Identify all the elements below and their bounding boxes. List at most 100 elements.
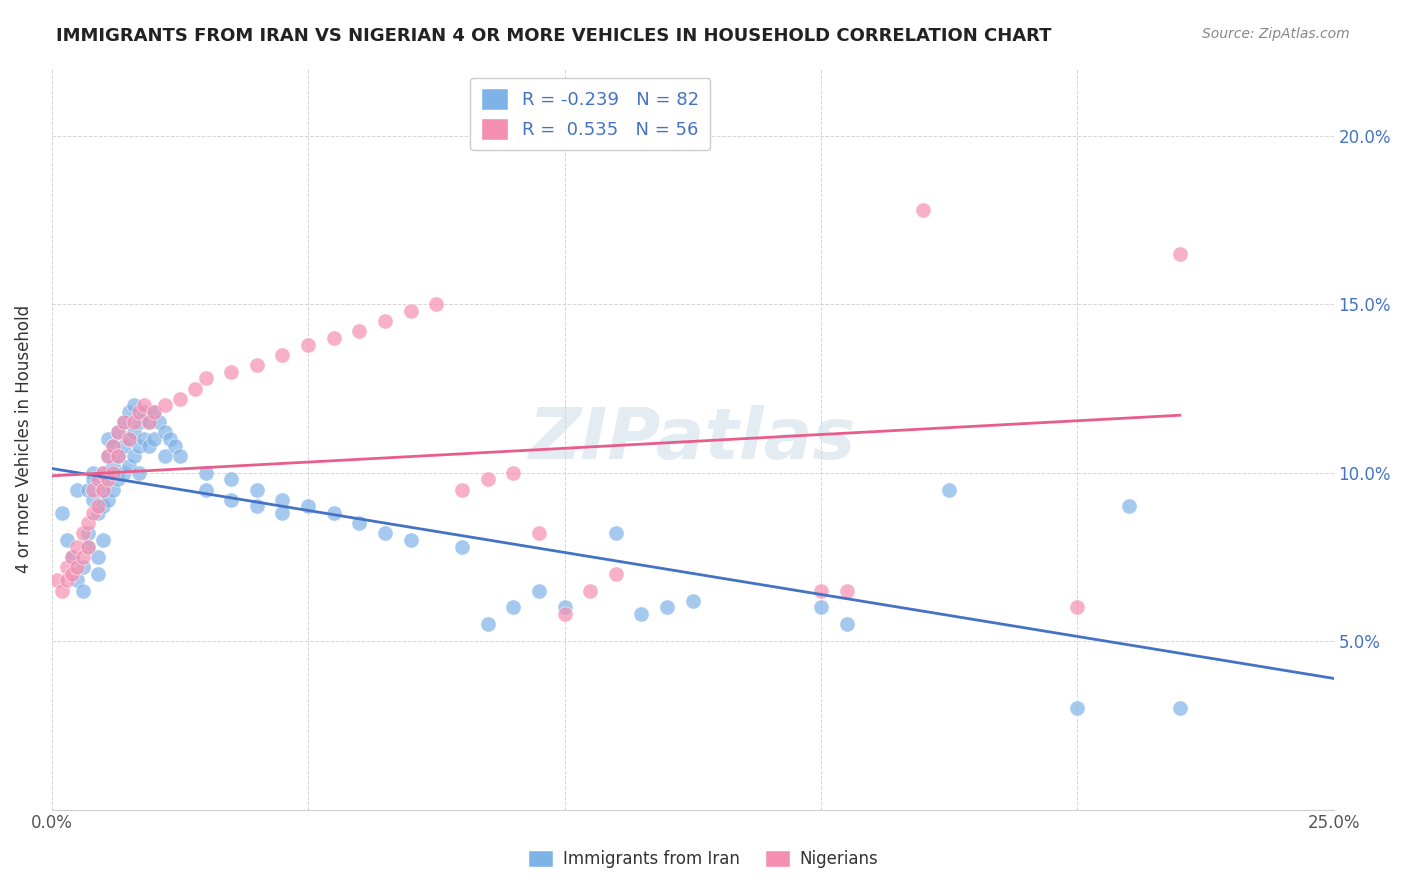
Point xyxy=(159,432,181,446)
Point xyxy=(97,449,120,463)
Legend: Immigrants from Iran, Nigerians: Immigrants from Iran, Nigerians xyxy=(522,843,884,875)
Point xyxy=(630,607,652,622)
Point xyxy=(425,297,447,311)
Point xyxy=(103,458,125,473)
Point xyxy=(97,472,120,486)
Point xyxy=(219,365,242,379)
Point xyxy=(138,439,160,453)
Point xyxy=(66,574,89,588)
Point xyxy=(246,358,269,372)
Point xyxy=(246,483,269,497)
Point xyxy=(107,425,129,440)
Point xyxy=(112,415,135,429)
Point xyxy=(91,466,114,480)
Point xyxy=(835,583,858,598)
Point xyxy=(143,405,166,419)
Point xyxy=(349,516,371,531)
Point xyxy=(297,500,319,514)
Point xyxy=(122,449,145,463)
Point xyxy=(118,405,141,419)
Point xyxy=(118,432,141,446)
Point xyxy=(91,483,114,497)
Point xyxy=(107,472,129,486)
Point xyxy=(76,516,98,531)
Point xyxy=(76,540,98,554)
Point xyxy=(451,483,474,497)
Point xyxy=(76,483,98,497)
Point xyxy=(1168,701,1191,715)
Point xyxy=(184,382,207,396)
Point xyxy=(1066,701,1088,715)
Point xyxy=(112,466,135,480)
Point xyxy=(128,439,150,453)
Point xyxy=(194,466,217,480)
Point xyxy=(912,202,935,217)
Text: Source: ZipAtlas.com: Source: ZipAtlas.com xyxy=(1202,27,1350,41)
Point xyxy=(128,415,150,429)
Point xyxy=(56,560,79,574)
Point xyxy=(349,324,371,338)
Point xyxy=(51,583,73,598)
Point xyxy=(1118,500,1140,514)
Point xyxy=(107,449,129,463)
Point xyxy=(82,472,104,486)
Point xyxy=(399,304,422,318)
Point xyxy=(97,449,120,463)
Point xyxy=(297,337,319,351)
Point xyxy=(60,566,83,581)
Point xyxy=(82,466,104,480)
Point xyxy=(810,600,832,615)
Point xyxy=(128,466,150,480)
Point xyxy=(91,500,114,514)
Point xyxy=(399,533,422,547)
Point xyxy=(72,526,94,541)
Point xyxy=(579,583,602,598)
Point xyxy=(60,549,83,564)
Point xyxy=(605,526,627,541)
Point xyxy=(97,492,120,507)
Point xyxy=(66,560,89,574)
Point xyxy=(271,348,294,362)
Point xyxy=(76,526,98,541)
Point xyxy=(322,506,344,520)
Point xyxy=(91,533,114,547)
Point xyxy=(107,449,129,463)
Point xyxy=(1066,600,1088,615)
Point xyxy=(132,398,155,412)
Text: ZIPatlas: ZIPatlas xyxy=(529,405,856,474)
Point xyxy=(91,483,114,497)
Point xyxy=(169,392,191,406)
Point xyxy=(82,506,104,520)
Point xyxy=(72,549,94,564)
Point xyxy=(132,405,155,419)
Point xyxy=(112,439,135,453)
Point xyxy=(82,483,104,497)
Point xyxy=(143,432,166,446)
Point xyxy=(138,415,160,429)
Point xyxy=(122,398,145,412)
Point xyxy=(169,449,191,463)
Point xyxy=(148,415,170,429)
Point xyxy=(122,425,145,440)
Point xyxy=(103,439,125,453)
Point xyxy=(122,415,145,429)
Point xyxy=(527,526,550,541)
Point xyxy=(322,331,344,345)
Y-axis label: 4 or more Vehicles in Household: 4 or more Vehicles in Household xyxy=(15,305,32,573)
Point xyxy=(527,583,550,598)
Point xyxy=(76,540,98,554)
Point xyxy=(97,432,120,446)
Point xyxy=(138,415,160,429)
Point xyxy=(938,483,960,497)
Point xyxy=(143,405,166,419)
Point xyxy=(107,425,129,440)
Point xyxy=(374,314,396,328)
Point xyxy=(51,506,73,520)
Point xyxy=(655,600,678,615)
Point xyxy=(1168,247,1191,261)
Legend: R = -0.239   N = 82, R =  0.535   N = 56: R = -0.239 N = 82, R = 0.535 N = 56 xyxy=(470,78,710,151)
Point xyxy=(82,492,104,507)
Point xyxy=(97,472,120,486)
Point xyxy=(128,405,150,419)
Point xyxy=(72,560,94,574)
